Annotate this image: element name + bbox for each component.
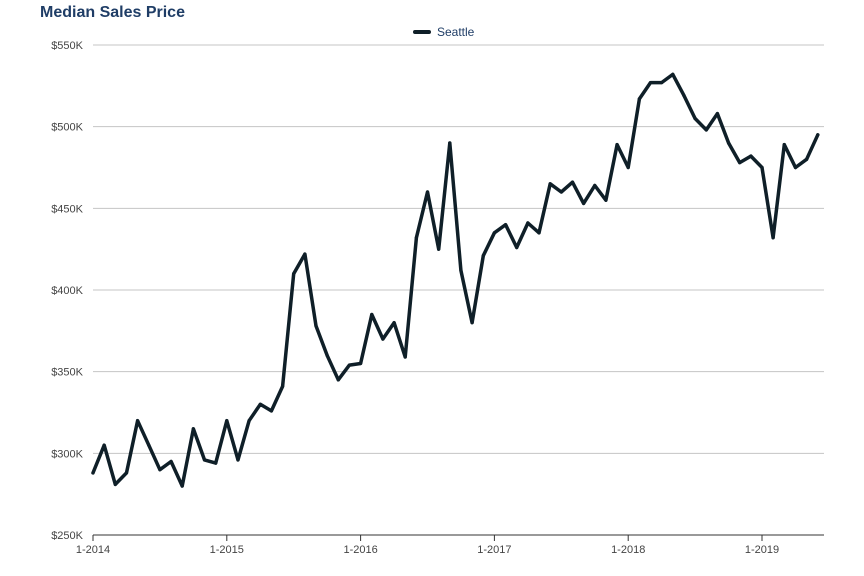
data-point: [370, 312, 374, 317]
x-tick-label: 1-2015: [210, 544, 244, 556]
data-point: [180, 484, 184, 488]
data-point: [648, 80, 653, 85]
data-point: [626, 165, 630, 170]
y-tick-label: $250K: [51, 530, 83, 542]
data-point: [604, 198, 608, 202]
data-point: [805, 157, 809, 161]
data-point: [726, 141, 731, 145]
data-point: [247, 419, 251, 423]
data-point: [693, 116, 697, 121]
data-point: [158, 468, 162, 472]
data-point: [782, 143, 786, 147]
x-tick-label: 1-2016: [343, 544, 377, 556]
data-point: [671, 72, 675, 76]
data-point: [403, 355, 407, 359]
y-tick-label: $300K: [51, 448, 83, 460]
data-point: [124, 471, 129, 475]
data-point: [280, 384, 285, 388]
x-tick-label: 1-2014: [76, 544, 110, 556]
data-point: [91, 471, 95, 475]
x-tick-label: 1-2018: [611, 544, 645, 556]
data-point: [347, 363, 352, 367]
data-point: [559, 190, 563, 194]
data-point: [303, 252, 307, 256]
data-point: [615, 143, 619, 147]
series-line-seattle: [91, 72, 820, 488]
data-point: [236, 458, 240, 462]
y-tick-label: $400K: [51, 285, 83, 297]
y-tick-label: $450K: [51, 203, 83, 215]
data-point: [258, 402, 262, 406]
data-point: [448, 141, 452, 145]
data-point: [269, 409, 273, 413]
data-point: [593, 183, 597, 188]
data-point: [392, 321, 396, 325]
data-point: [793, 165, 798, 170]
x-tick-label: 1-2017: [477, 544, 511, 556]
x-tick-label: 1-2019: [745, 544, 779, 556]
data-point: [336, 378, 340, 382]
data-point: [816, 133, 820, 137]
data-point: [526, 221, 530, 225]
data-point: [582, 201, 586, 206]
y-tick-label: $500K: [51, 122, 83, 134]
data-point: [503, 223, 508, 227]
data-point: [492, 231, 496, 235]
data-point: [437, 247, 441, 251]
data-point: [660, 80, 664, 85]
data-point: [102, 443, 106, 447]
data-point: [481, 254, 485, 258]
data-point: [381, 337, 385, 341]
data-point: [359, 361, 363, 366]
data-point: [459, 268, 463, 272]
data-point: [704, 128, 708, 132]
data-point: [414, 236, 418, 240]
data-point: [425, 190, 430, 194]
data-point: [537, 231, 541, 235]
data-point: [147, 443, 151, 447]
data-point: [314, 324, 318, 328]
data-point: [292, 272, 296, 276]
data-point: [113, 482, 117, 486]
data-point: [570, 180, 575, 184]
data-point: [191, 427, 195, 431]
y-tick-label: $550K: [51, 40, 83, 52]
data-point: [470, 321, 474, 325]
data-point: [169, 459, 173, 464]
data-point: [515, 245, 519, 250]
data-point: [760, 165, 764, 170]
data-point: [325, 353, 329, 357]
data-point: [682, 94, 686, 98]
data-point: [225, 419, 229, 423]
chart-title: Median Sales Price: [40, 4, 185, 21]
y-tick-label: $350K: [51, 367, 83, 379]
data-point: [771, 236, 775, 240]
data-point: [214, 461, 218, 465]
data-point: [738, 161, 742, 165]
data-point: [202, 458, 207, 462]
data-point: [136, 419, 140, 423]
data-point: [637, 97, 641, 101]
data-point: [749, 154, 753, 158]
data-point: [715, 112, 720, 116]
legend-label: Seattle: [437, 25, 475, 39]
data-point: [548, 182, 552, 186]
